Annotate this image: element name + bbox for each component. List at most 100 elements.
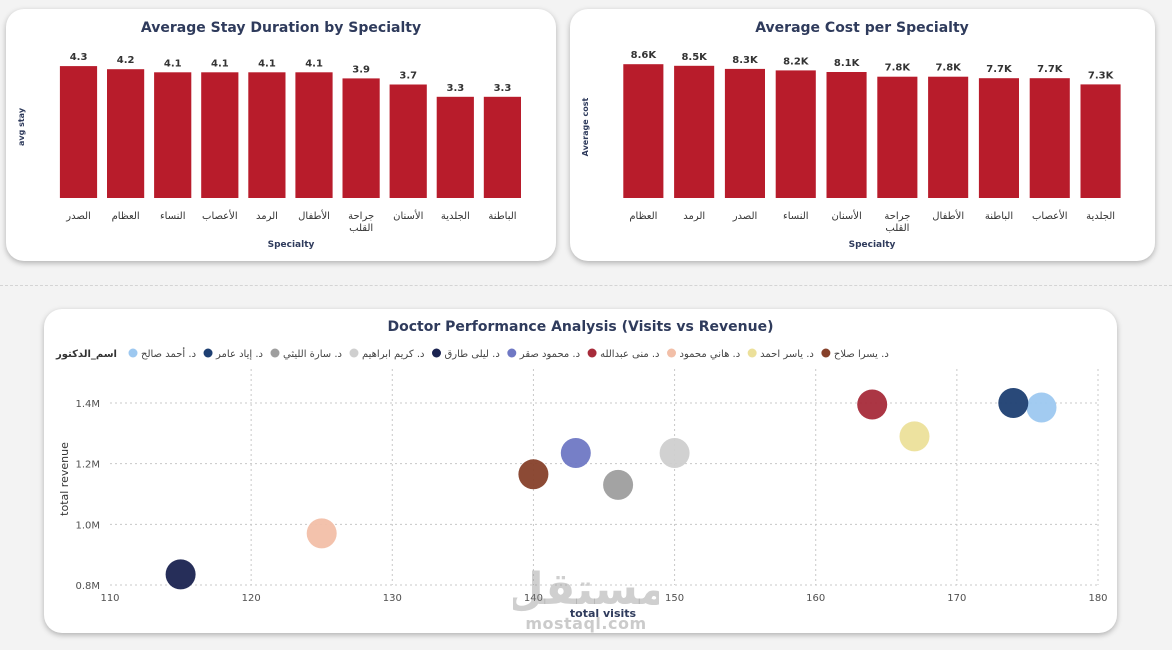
stay-title: Average Stay Duration by Specialty — [141, 20, 421, 36]
cost-title: Average Cost per Specialty — [755, 20, 969, 36]
cost-bar — [775, 70, 816, 198]
stay-duration-chart: Average Stay Duration by Specialty avg st… — [17, 20, 521, 250]
scatter-x-tick-label: 120 — [242, 593, 261, 604]
scatter-x-tick-label: 140 — [524, 593, 543, 604]
stay-bar — [295, 72, 333, 198]
cost-data-label: 7.3K — [1088, 70, 1115, 81]
scatter-point — [306, 518, 337, 549]
scatter-legend-marker — [747, 348, 757, 358]
scatter-y-tick-label: 0.8M — [75, 581, 100, 592]
cost-data-label: 7.8K — [885, 63, 912, 74]
scatter-legend-marker — [587, 348, 597, 358]
cost-bar — [928, 76, 969, 198]
scatter-x-tick-label: 130 — [383, 593, 402, 604]
cost-chart: Average Cost per Specialty Average cost Sp… — [581, 20, 1121, 250]
stay-data-label: 4.1 — [305, 58, 323, 69]
scatter-x-axis-label: total visits — [570, 607, 637, 620]
scatter-point — [1026, 392, 1057, 423]
scatter-legend-label: د. منى عبدالله — [600, 349, 659, 360]
cost-data-label: 7.7K — [986, 64, 1013, 75]
scatter-legend-marker — [270, 348, 280, 358]
cost-tick-label: الجلدية — [1086, 211, 1115, 222]
cost-tick-label: الباطنة — [985, 211, 1013, 222]
doctor-performance-chart-card: Doctor Performance Analysis (Visits vs R… — [44, 309, 1117, 633]
cost-data-label: 8.5K — [681, 52, 708, 63]
scatter-legend-label: د. يسرا صلاح — [834, 349, 889, 360]
scatter-legend-label: د. ليلى طارق — [445, 349, 500, 360]
stay-tick-label: الجلدية — [441, 211, 470, 222]
cost-x-axis-label: Specialty — [849, 240, 896, 250]
stay-bar — [201, 72, 239, 198]
cost-data-label: 8.1K — [834, 58, 861, 69]
stay-bar — [483, 96, 521, 198]
stay-bar — [154, 72, 192, 198]
stay-data-label: 4.1 — [164, 58, 182, 69]
cost-data-label: 8.2K — [783, 56, 810, 67]
scatter-legend-marker — [128, 348, 138, 358]
stay-bar — [107, 69, 145, 198]
cost-bar — [877, 76, 918, 198]
stay-tick-label: الرمد — [256, 211, 278, 222]
stay-tick-label: جراحة — [348, 211, 374, 222]
cost-y-axis-label: Average cost — [581, 98, 590, 157]
doctor-performance-chart: Doctor Performance Analysis (Visits vs R… — [55, 319, 1108, 620]
scatter-point — [899, 421, 930, 452]
scatter-legend-marker — [432, 348, 441, 358]
scatter-y-tick-label: 1.0M — [75, 520, 100, 531]
scatter-legend-marker — [203, 348, 213, 358]
scatter-legend-label: د. ياسر احمد — [760, 349, 814, 360]
stay-data-label: 3.9 — [352, 64, 370, 75]
cost-data-label: 8.3K — [732, 55, 759, 66]
stay-data-label: 4.1 — [211, 58, 229, 69]
stay-data-label: 4.2 — [117, 55, 135, 66]
cost-tick-label: الأعصاب — [1032, 209, 1068, 222]
scatter-legend-marker — [667, 348, 677, 358]
scatter-point — [518, 459, 549, 490]
cost-chart-card: Average Cost per Specialty Average cost Sp… — [570, 9, 1155, 261]
cost-bar — [978, 78, 1019, 198]
cost-tick-label: النساء — [783, 211, 809, 222]
scatter-y-tick-label: 1.2M — [75, 460, 100, 471]
scatter-legend-label: د. إياد عامر — [215, 349, 263, 360]
stay-bar — [59, 66, 98, 198]
stay-tick-label: الأعصاب — [202, 209, 238, 222]
scatter-y-axis-label: total revenue — [58, 442, 71, 516]
cost-tick-label: الأطفال — [932, 209, 964, 222]
cost-tick-label: القلب — [885, 223, 909, 234]
cost-bar — [674, 65, 715, 198]
stay-data-label: 3.3 — [494, 83, 512, 94]
scatter-x-tick-label: 150 — [665, 593, 684, 604]
stay-x-axis-label: Specialty — [268, 240, 315, 250]
cost-data-label: 8.6K — [631, 50, 658, 61]
scatter-x-tick-label: 180 — [1088, 593, 1107, 604]
stay-y-axis-label: avg stay — [17, 107, 26, 146]
stay-bar — [436, 96, 474, 198]
scatter-point — [659, 438, 690, 468]
cost-bar — [1080, 84, 1121, 198]
scatter-point — [165, 559, 196, 590]
stay-tick-label: الأطفال — [298, 209, 330, 222]
scatter-x-tick-label: 110 — [100, 593, 119, 604]
cost-tick-label: جراحة — [884, 211, 910, 222]
scatter-legend-label: د. محمود صقر — [519, 349, 580, 360]
scatter-x-tick-label: 170 — [947, 593, 966, 604]
stay-tick-label: العظام — [112, 211, 140, 222]
cost-bar — [724, 68, 765, 199]
scatter-point — [998, 388, 1029, 418]
scatter-legend-label: د. كريم ابراهيم — [362, 349, 425, 360]
cost-tick-label: العظام — [629, 211, 657, 222]
stay-duration-chart-card: Average Stay Duration by Specialty avg st… — [6, 9, 556, 261]
cost-bar — [623, 64, 664, 198]
stay-data-label: 4.3 — [70, 52, 88, 63]
scatter-x-tick-label: 160 — [806, 593, 825, 604]
scatter-legend-label: د. هاني محمود — [680, 349, 741, 360]
stay-bar — [248, 72, 286, 198]
cost-bar — [1029, 78, 1070, 198]
scatter-legend-label: د. سارة الليثي — [283, 349, 342, 360]
cost-bar — [826, 72, 867, 198]
stay-bar — [342, 78, 380, 198]
stay-bar — [389, 84, 427, 198]
stay-tick-label: الصدر — [65, 211, 91, 222]
scatter-legend-marker — [821, 348, 831, 358]
scatter-point — [560, 438, 591, 468]
